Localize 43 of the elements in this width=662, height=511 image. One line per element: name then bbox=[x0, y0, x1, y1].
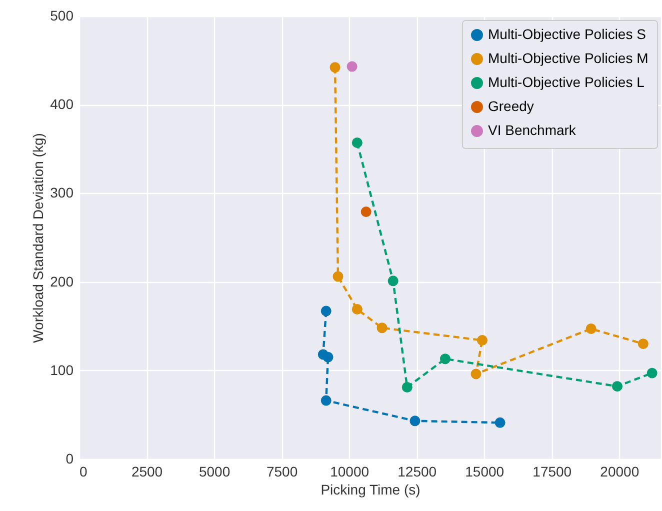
point bbox=[376, 322, 388, 334]
point bbox=[352, 137, 362, 148]
x-tick-label: 0 bbox=[80, 464, 88, 480]
legend-label: Multi-Objective Policies L bbox=[488, 74, 645, 90]
legend-label: Greedy bbox=[488, 98, 534, 114]
x-axis-title: Picking Time (s) bbox=[320, 482, 420, 498]
point bbox=[360, 206, 372, 218]
legend-label: VI Benchmark bbox=[488, 122, 577, 138]
x-tick-label: 5000 bbox=[198, 464, 230, 480]
point bbox=[646, 368, 658, 378]
x-tick-label: 20000 bbox=[600, 464, 640, 480]
y-tick-label: 200 bbox=[50, 273, 74, 290]
x-tick-label: 17500 bbox=[532, 464, 572, 480]
point bbox=[346, 61, 358, 72]
point bbox=[332, 271, 344, 282]
point bbox=[410, 416, 420, 426]
point bbox=[320, 395, 332, 406]
point bbox=[388, 276, 398, 286]
point bbox=[330, 62, 340, 73]
x-tick-label: 10000 bbox=[330, 464, 370, 480]
point bbox=[322, 352, 334, 362]
point bbox=[320, 306, 332, 316]
y-tick-label: 0 bbox=[66, 450, 74, 466]
x-tick-label: 12500 bbox=[398, 464, 437, 480]
point bbox=[476, 335, 488, 346]
y-tick-label: 400 bbox=[50, 96, 74, 112]
y-tick-label: 500 bbox=[50, 8, 74, 24]
point bbox=[494, 417, 506, 428]
point bbox=[638, 338, 648, 350]
x-tick-label: 15000 bbox=[465, 464, 504, 480]
x-tick-label: 2500 bbox=[131, 464, 163, 480]
y-tick-label: 300 bbox=[50, 184, 74, 201]
point bbox=[352, 304, 362, 314]
point bbox=[586, 324, 596, 334]
point bbox=[470, 368, 482, 380]
x-tick-label: 7500 bbox=[266, 464, 298, 480]
y-axis-title: Workload Standard Deviation (kg) bbox=[30, 133, 46, 343]
point bbox=[612, 381, 622, 392]
y-tick-label: 100 bbox=[50, 362, 74, 378]
legend-label: Multi-Objective Policies M bbox=[488, 50, 648, 66]
point bbox=[402, 382, 412, 392]
point bbox=[440, 354, 450, 364]
legend-label: Multi-Objective Policies S bbox=[488, 26, 646, 42]
